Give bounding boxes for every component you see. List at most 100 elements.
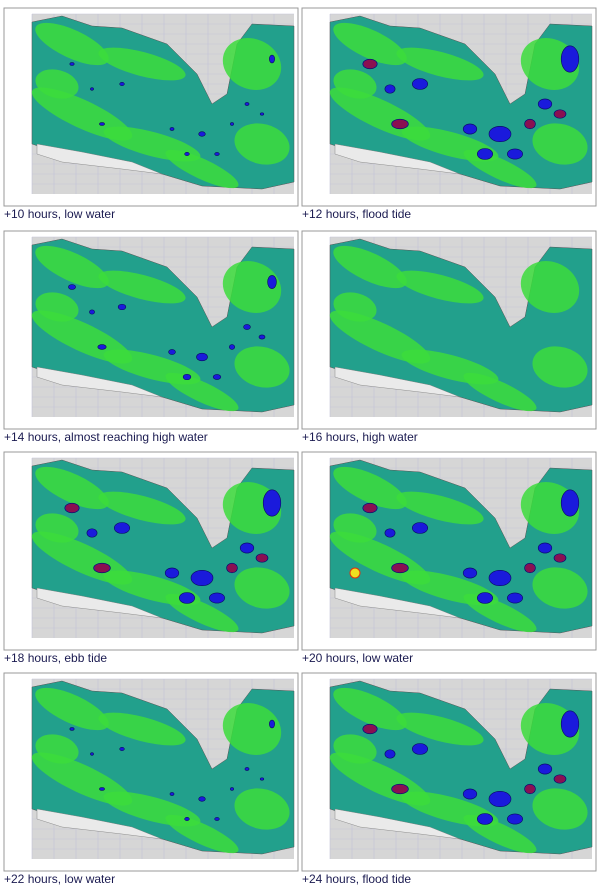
- peak-area: [554, 110, 566, 118]
- sand-bank: [334, 143, 461, 175]
- map: [301, 451, 597, 651]
- peak-area: [525, 119, 535, 129]
- deep-area: [169, 792, 175, 796]
- deep-area: [169, 127, 175, 131]
- shallow-area: [234, 346, 290, 388]
- deep-area: [190, 570, 214, 587]
- shallow-area: [532, 567, 588, 609]
- shallow-area: [329, 310, 431, 364]
- map: [301, 230, 597, 430]
- deep-area: [68, 284, 76, 290]
- deep-area: [488, 570, 512, 587]
- map: [301, 672, 597, 872]
- deep-area: [214, 817, 220, 821]
- deep-area: [412, 522, 429, 534]
- deep-area: [229, 344, 236, 350]
- deep-area: [164, 567, 180, 579]
- shallow-area: [31, 752, 133, 806]
- peak-area: [392, 784, 408, 794]
- deep-area: [119, 82, 125, 86]
- deep-area: [267, 275, 277, 289]
- deep-area: [462, 788, 478, 800]
- deep-area: [114, 522, 131, 534]
- deep-area: [230, 122, 234, 126]
- deep-area: [560, 710, 580, 738]
- deep-area: [196, 352, 208, 362]
- deep-area: [99, 787, 105, 791]
- deep-area: [184, 817, 190, 821]
- map: [3, 230, 299, 430]
- deep-area: [198, 796, 206, 802]
- deep-area: [99, 122, 105, 126]
- deep-area: [182, 373, 192, 381]
- shallow-area: [333, 466, 407, 510]
- deep-area: [507, 813, 523, 825]
- shallow-area: [463, 372, 537, 412]
- deep-area: [462, 123, 478, 135]
- hotspot: [349, 567, 361, 579]
- shallow-area: [333, 245, 407, 289]
- deep-area: [212, 374, 222, 380]
- shallow-area: [98, 712, 186, 746]
- peak-area: [554, 554, 566, 562]
- peak-area: [392, 563, 408, 573]
- deep-area: [259, 777, 265, 781]
- map-panel: +14 hours, almost reaching high water: [2, 227, 302, 449]
- shallow-area: [463, 593, 537, 633]
- shallow-area: [35, 466, 109, 510]
- deep-area: [477, 813, 494, 825]
- peak-area: [256, 554, 268, 562]
- peak-area: [363, 59, 377, 69]
- deep-area: [537, 763, 553, 775]
- deep-area: [90, 87, 94, 91]
- caption: +16 hours, high water: [302, 430, 418, 444]
- shallow-area: [532, 346, 588, 388]
- deep-area: [97, 344, 107, 350]
- map-panel: +22 hours, low water: [2, 669, 302, 891]
- shallow-area: [520, 261, 580, 313]
- shallow-area: [98, 47, 186, 81]
- peak-area: [65, 503, 79, 513]
- shallow-area: [165, 372, 239, 412]
- shallow-area: [222, 261, 282, 313]
- sand-bank: [334, 808, 461, 840]
- shallow-area: [165, 593, 239, 633]
- deep-area: [239, 542, 255, 554]
- sand-bank: [36, 808, 163, 840]
- deep-area: [269, 54, 275, 64]
- sand-bank: [36, 143, 163, 175]
- map: [301, 7, 597, 207]
- shallow-area: [463, 149, 537, 189]
- map-panel: +20 hours, low water: [300, 448, 600, 670]
- shallow-area: [333, 687, 407, 731]
- deep-area: [488, 126, 512, 143]
- shallow-area: [333, 22, 407, 66]
- shallow-area: [165, 149, 239, 189]
- shallow-area: [234, 567, 290, 609]
- shallow-area: [222, 703, 282, 755]
- deep-area: [69, 62, 75, 66]
- deep-area: [198, 131, 206, 137]
- sand-bank: [36, 587, 163, 619]
- deep-area: [117, 303, 127, 311]
- peak-area: [363, 503, 377, 513]
- shallow-area: [98, 270, 186, 304]
- map: [3, 451, 299, 651]
- shallow-area: [35, 734, 79, 764]
- shallow-area: [35, 245, 109, 289]
- shallow-area: [31, 310, 133, 364]
- deep-area: [119, 747, 125, 751]
- deep-area: [537, 542, 553, 554]
- shallow-area: [31, 87, 133, 141]
- shallow-area: [463, 814, 537, 854]
- deep-area: [230, 787, 234, 791]
- shallow-area: [165, 814, 239, 854]
- deep-area: [384, 749, 396, 759]
- deep-area: [243, 324, 251, 330]
- deep-area: [262, 489, 282, 517]
- shallow-area: [35, 69, 79, 99]
- deep-area: [507, 592, 523, 604]
- shallow-area: [333, 513, 377, 543]
- deep-area: [179, 592, 196, 604]
- deep-area: [259, 112, 265, 116]
